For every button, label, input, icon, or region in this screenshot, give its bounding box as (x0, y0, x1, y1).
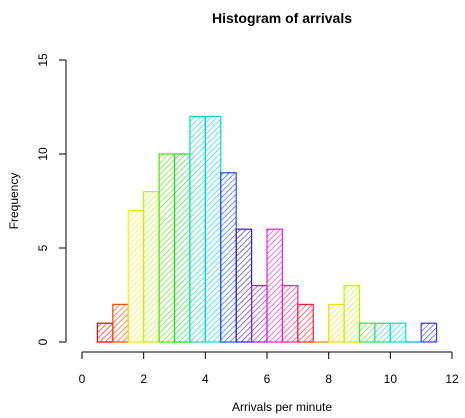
bar (297, 303, 314, 343)
bar (112, 303, 129, 343)
bar (420, 322, 438, 343)
bar (343, 285, 361, 343)
x-tick-label: 4 (202, 372, 209, 386)
chart-title: Histogram of arrivals (212, 10, 352, 26)
bar (250, 285, 268, 343)
x-tick-label: 10 (384, 372, 398, 386)
x-tick-label: 6 (264, 372, 271, 386)
y-axis: 0 5 10 15 (36, 53, 67, 345)
bar (189, 115, 206, 343)
bars-group (96, 115, 438, 343)
y-axis-label: Frequency (7, 173, 21, 230)
x-axis-label: Arrivals per minute (232, 400, 332, 414)
bar (220, 172, 237, 343)
bar (389, 322, 407, 343)
y-tick-label: 5 (36, 244, 50, 251)
x-axis: 0 2 4 6 8 10 12 (79, 351, 459, 386)
bar (358, 322, 376, 343)
x-tick-label: 12 (445, 372, 459, 386)
y-tick-label: 10 (36, 147, 50, 161)
bar (173, 153, 191, 343)
y-tick-label: 15 (36, 53, 50, 67)
bar (266, 228, 284, 343)
y-tick-label: 0 (36, 338, 50, 345)
bar (374, 322, 391, 343)
bar (328, 303, 345, 343)
bar (143, 191, 160, 343)
bar (96, 322, 114, 343)
x-tick-label: 2 (140, 372, 147, 386)
x-tick-label: 8 (325, 372, 332, 386)
x-tick-label: 0 (79, 372, 86, 386)
bar (281, 285, 299, 343)
bar (158, 153, 176, 343)
bar (235, 228, 253, 343)
bar (204, 115, 222, 343)
bar (127, 209, 145, 343)
